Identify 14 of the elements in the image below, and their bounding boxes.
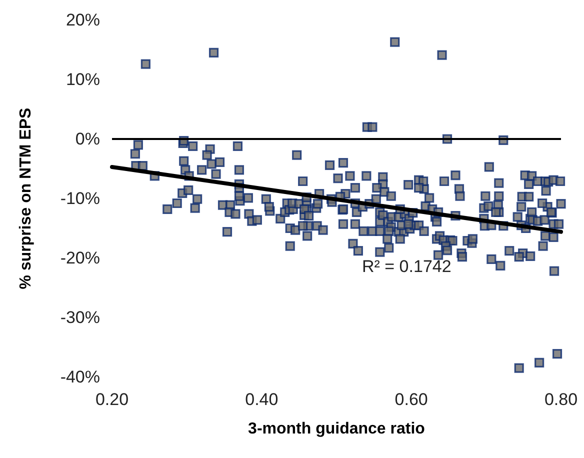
y-tick-label: -30% xyxy=(60,308,100,327)
x-axis-title: 3-month guidance ratio xyxy=(248,420,426,438)
y-tick-label: 20% xyxy=(66,10,100,30)
x-tick-label: 0.80 xyxy=(544,390,578,409)
y-tick-label: 0% xyxy=(75,130,100,148)
y-axis-title: % surprise on NTM EPS xyxy=(18,107,34,290)
y-tick-label: -10% xyxy=(60,189,100,208)
x-tick-label: 0.40 xyxy=(245,390,278,409)
x-tick-label: 0.20 xyxy=(95,390,129,409)
x-tick-label: 0.60 xyxy=(394,390,428,409)
y-tick-label: -20% xyxy=(60,248,100,268)
y-tick-label: -40% xyxy=(60,368,100,386)
annotation: R² = 0.1742 xyxy=(362,257,452,276)
y-tick-label: 10% xyxy=(66,70,100,89)
